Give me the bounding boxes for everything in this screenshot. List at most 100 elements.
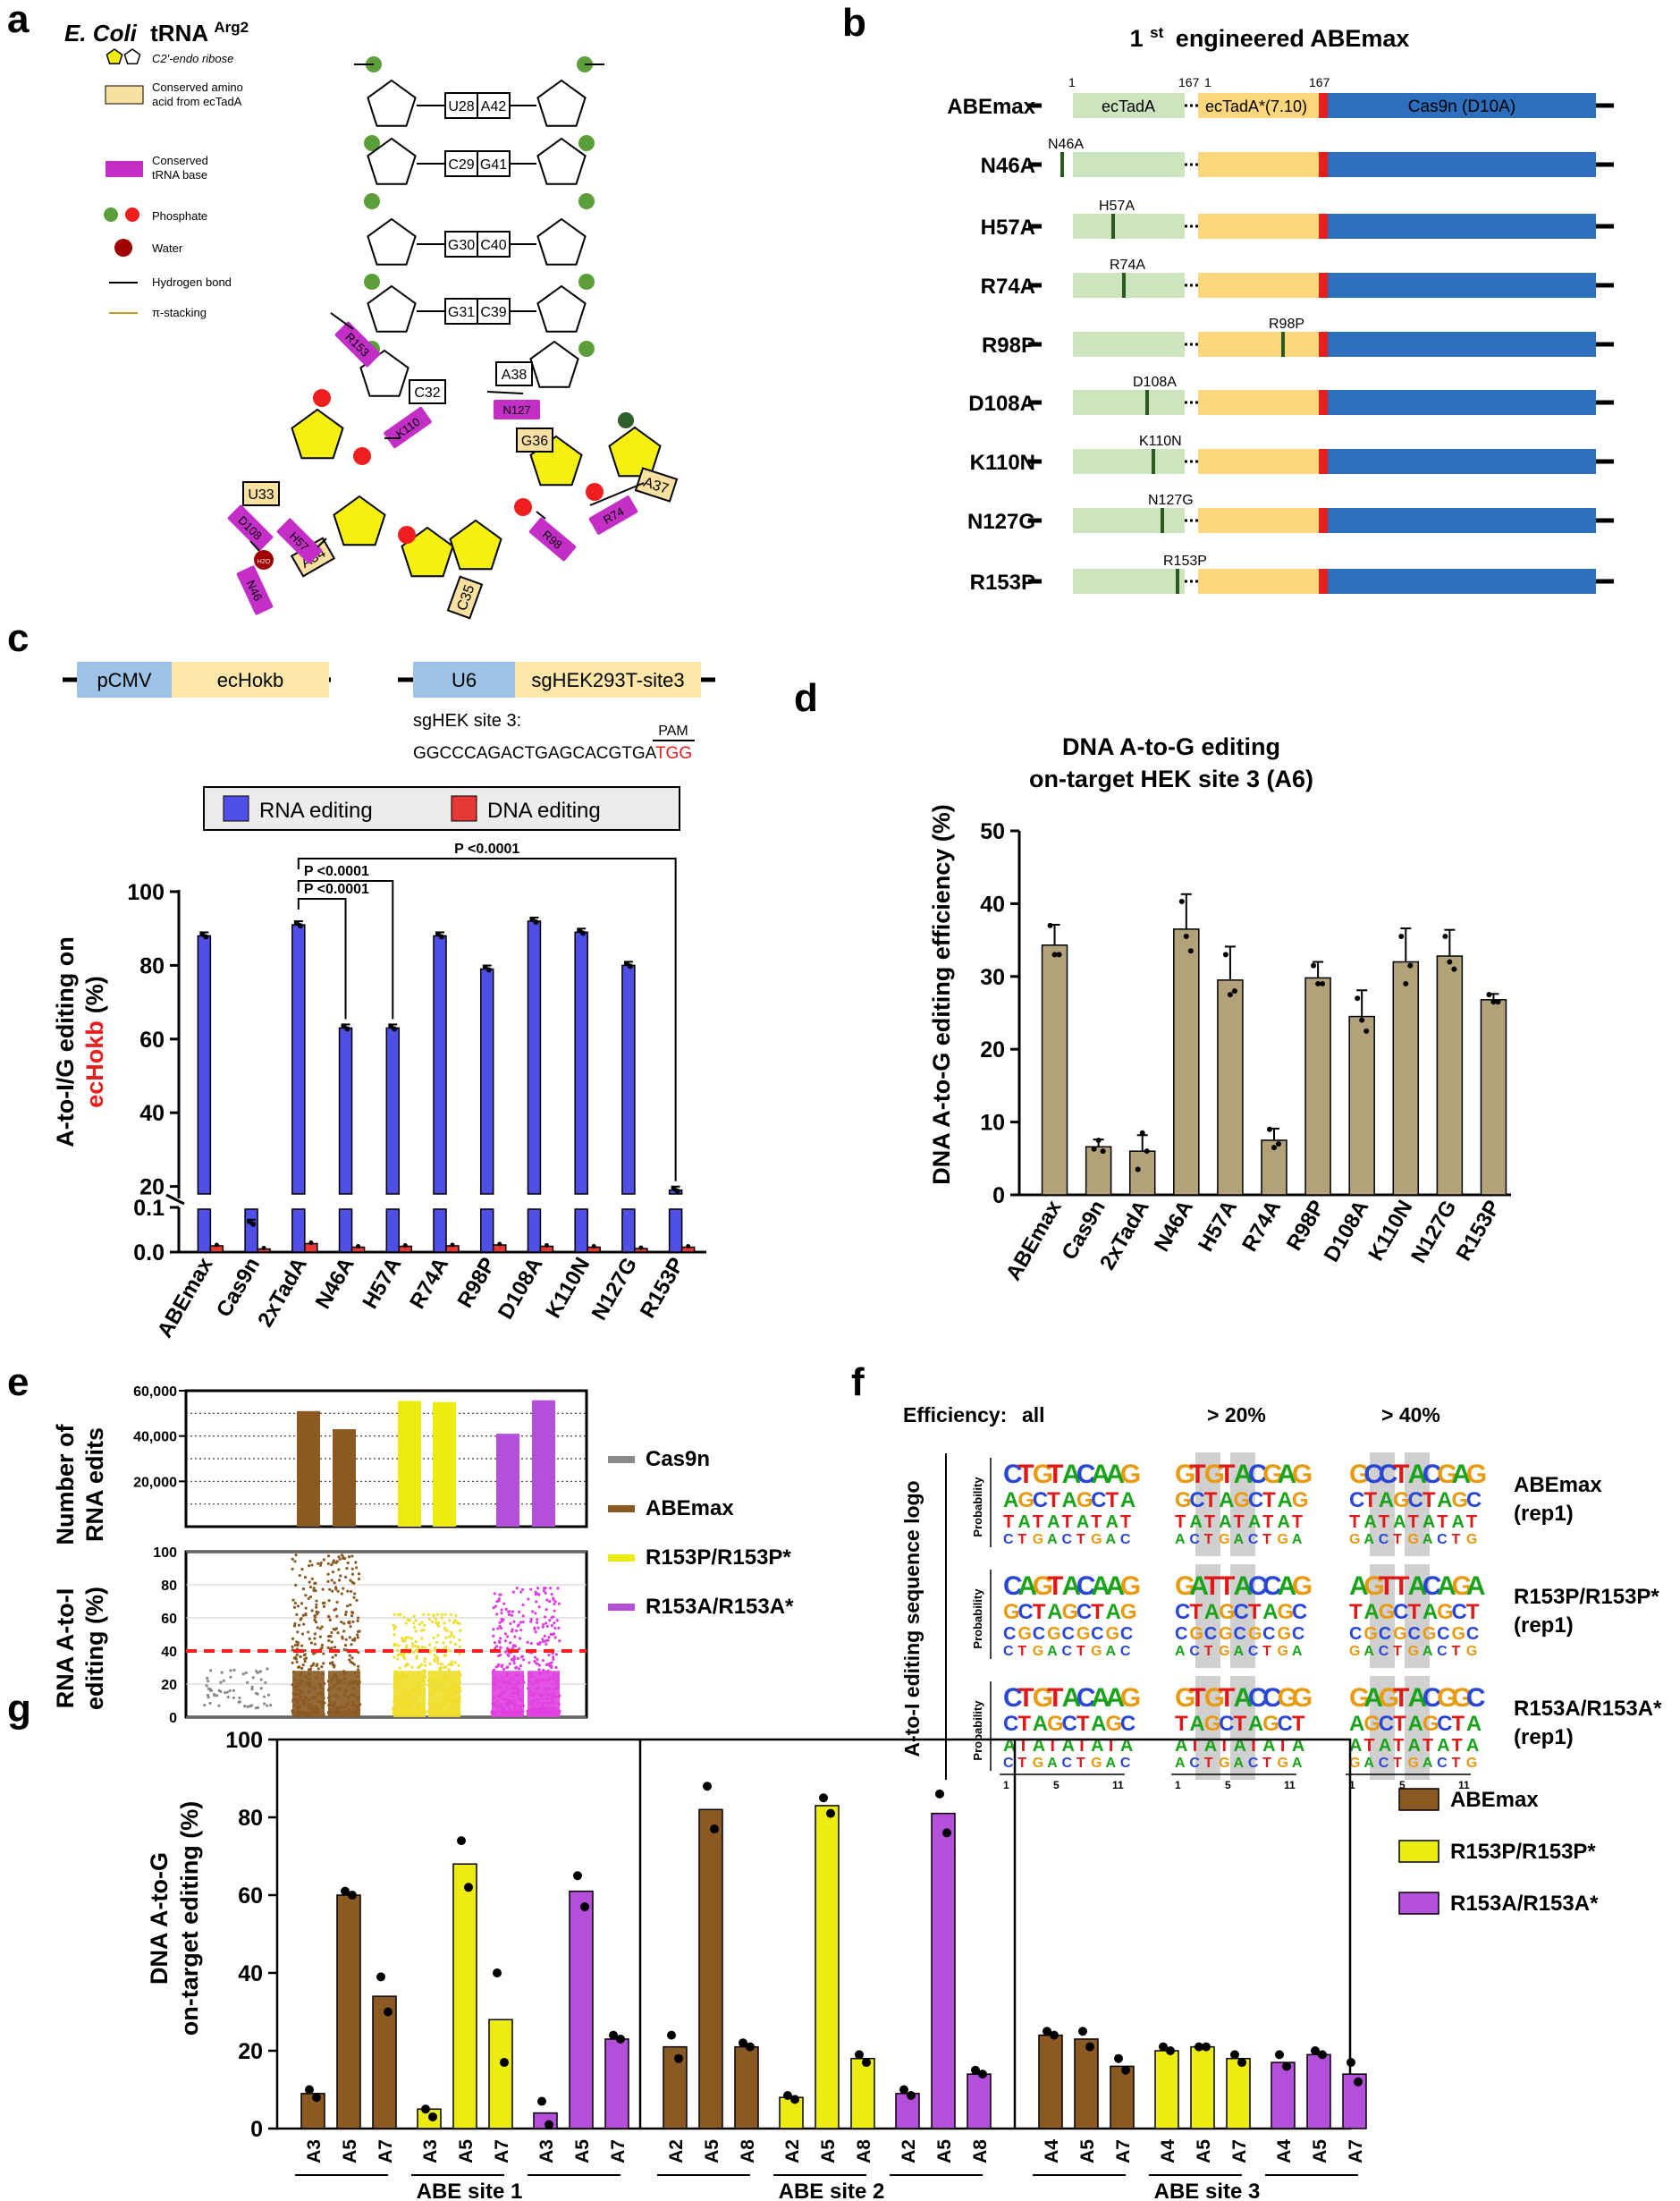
logo-letter: G — [1204, 1683, 1225, 1713]
d-tick-label: 40 — [980, 892, 1005, 917]
e-dense-points — [292, 1671, 325, 1717]
g-point — [826, 1808, 835, 1818]
e-edit-point — [419, 1629, 423, 1632]
e-edit-point — [354, 1561, 358, 1564]
title-superscript: st — [1150, 24, 1163, 41]
e-edit-point — [330, 1640, 333, 1644]
logo-letter: G — [1120, 1683, 1141, 1713]
e-edit-point — [327, 1638, 331, 1643]
d-x-label-R74A: R74A — [1237, 1197, 1286, 1257]
d-point — [1276, 1141, 1281, 1147]
e-edit-point — [436, 1634, 440, 1638]
logo-letter: C — [1262, 1571, 1282, 1601]
mutation-label: K110N — [1139, 434, 1182, 449]
ectada-segment — [1073, 449, 1185, 474]
e-edit-point — [428, 1643, 432, 1647]
cas9n-segment — [1328, 93, 1596, 118]
logo-letter: A — [1061, 1571, 1081, 1601]
row-label: N46A — [981, 154, 1035, 178]
g-legend-label: ABEmax — [1450, 1788, 1539, 1812]
logo-letter: A — [1106, 1683, 1126, 1713]
logo-letter: G — [1033, 1460, 1053, 1489]
e-edit-point — [308, 1560, 312, 1563]
red-linker-segment — [1319, 273, 1328, 298]
e-top-tick-label: 40,000 — [133, 1430, 177, 1445]
logo-letter: G — [1349, 1756, 1360, 1771]
e-edit-point — [340, 1621, 343, 1624]
highlight-col — [1195, 1452, 1220, 1556]
logo-letter: G — [1423, 1712, 1439, 1736]
e-edit-point — [492, 1634, 495, 1638]
logo-letter: C — [1349, 1624, 1362, 1644]
e-edit-point — [309, 1641, 314, 1645]
row-label: K110N — [970, 451, 1035, 475]
dna-point — [497, 1241, 502, 1247]
p-value: P <0.0001 — [454, 842, 519, 857]
e-edit-point — [266, 1693, 271, 1697]
cas9n-segment — [1328, 214, 1596, 239]
logo-letter: A — [1233, 1756, 1244, 1771]
logo-letter: C — [1003, 1683, 1023, 1713]
g-point — [609, 2030, 618, 2040]
rna-bar-lower-K110N — [574, 1208, 588, 1253]
g-x-label: A5 — [1077, 2139, 1098, 2163]
logo-letter: G — [1120, 1600, 1137, 1624]
g-point — [1347, 2058, 1355, 2068]
title-trna: tRNA — [150, 20, 208, 47]
e-edit-point — [232, 1689, 236, 1692]
e-edit-point — [548, 1587, 553, 1590]
g-point — [376, 1972, 385, 1982]
logo-letter: T — [1248, 1736, 1259, 1756]
e-edit-point — [316, 1626, 319, 1630]
logo-letter: G — [1292, 1460, 1313, 1489]
base-label: G31 — [448, 305, 475, 320]
e-edit-point — [545, 1624, 549, 1629]
rna-bar-lower-Cas9n — [244, 1208, 258, 1253]
tan-box-icon — [105, 85, 144, 105]
loop-base-A37: A37 — [634, 467, 679, 503]
e-edit-point — [208, 1669, 213, 1672]
e-edit-point — [307, 1630, 310, 1634]
logo-letter: T — [1452, 1712, 1465, 1736]
e-edit-point — [498, 1637, 502, 1640]
e-edit-point — [558, 1639, 561, 1643]
e-edit-point — [501, 1618, 504, 1621]
highlight-col — [1195, 1676, 1220, 1780]
panel-letter-d: d — [794, 676, 818, 720]
e-edit-point — [435, 1613, 439, 1616]
construct-row-D108A: D108A D108A — [968, 375, 1614, 416]
logo-letter: A — [1363, 1644, 1374, 1659]
ectada-star-segment — [1198, 569, 1319, 594]
e-edit-point — [348, 1636, 351, 1639]
logo-letter: T — [1423, 1488, 1436, 1512]
e-edit-point — [553, 1602, 556, 1606]
c-x-label-N127G: N127G — [587, 1254, 642, 1325]
e-edit-point — [537, 1668, 541, 1672]
e-edit-point — [414, 1619, 418, 1622]
e-edit-point — [444, 1645, 448, 1649]
base-label: C39 — [480, 305, 506, 320]
dna-point — [214, 1242, 219, 1248]
e-edit-point — [317, 1667, 320, 1671]
logo-letter: G — [1278, 1683, 1298, 1713]
logo-letter: G — [1120, 1571, 1141, 1601]
logo-letter: T — [1003, 1512, 1014, 1532]
g-point — [1230, 2050, 1239, 2060]
logo-letter: G — [1437, 1683, 1457, 1713]
ribose-pentagon-icon — [123, 48, 141, 65]
logo-letter: T — [1233, 1712, 1246, 1736]
logo-tick: 1 — [1175, 1779, 1181, 1791]
cas9n-segment — [1328, 273, 1596, 298]
e-edit-point — [303, 1659, 307, 1663]
e-edit-point — [403, 1664, 408, 1668]
logo-letter: A — [1363, 1683, 1383, 1713]
e-edit-point — [443, 1654, 446, 1657]
highlight-col — [1370, 1452, 1395, 1556]
logo-letter: G — [1363, 1571, 1384, 1601]
e-edit-point — [550, 1616, 553, 1620]
g-x-label: A7 — [1113, 2139, 1134, 2163]
e-legend-label: ABEmax — [646, 1496, 734, 1520]
ectada-segment — [1073, 390, 1185, 415]
e-edit-point — [355, 1598, 359, 1602]
logo-letter: A — [1278, 1460, 1297, 1489]
